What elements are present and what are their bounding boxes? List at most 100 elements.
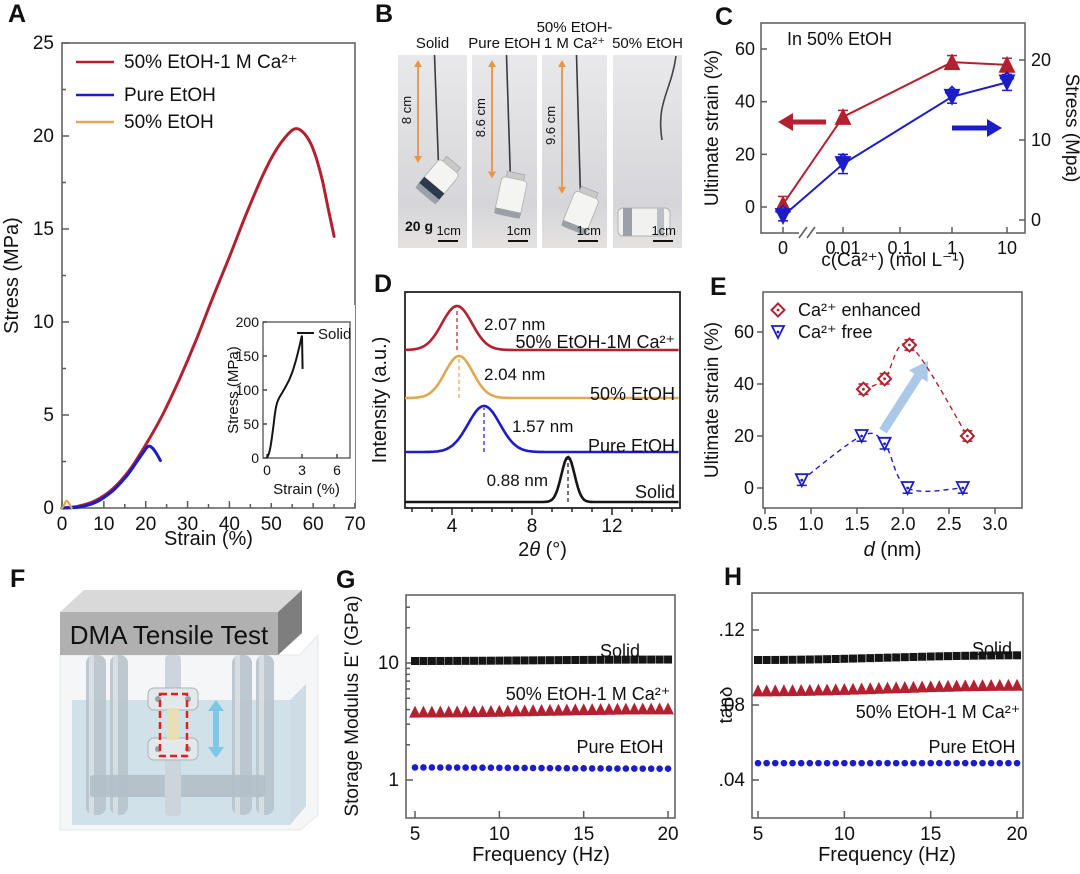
svg-text:0: 0 (778, 238, 788, 258)
svg-text:9.6 cm: 9.6 cm (543, 106, 558, 145)
svg-text:50% EtOH-1 M Ca²⁺: 50% EtOH-1 M Ca²⁺ (124, 52, 298, 73)
svg-text:20: 20 (1031, 50, 1051, 70)
svg-text:5: 5 (753, 824, 764, 845)
svg-text:0: 0 (744, 478, 754, 498)
svg-text:0: 0 (1031, 210, 1041, 230)
panel-d-label: D (374, 270, 393, 298)
svg-text:50% EtOH: 50% EtOH (590, 384, 675, 404)
svg-text:Intensity (a.u.): Intensity (a.u.) (372, 337, 391, 464)
svg-text:1cm: 1cm (506, 223, 531, 238)
svg-text:0.5: 0.5 (752, 514, 777, 534)
svg-text:10: 10 (997, 238, 1017, 258)
svg-text:DMA Tensile Test: DMA Tensile Test (70, 620, 269, 650)
svg-text:50% EtOH-1 M Ca²⁺: 50% EtOH-1 M Ca²⁺ (856, 702, 1021, 722)
svg-text:1.0: 1.0 (798, 514, 823, 534)
svg-text:0.88 nm: 0.88 nm (487, 471, 548, 490)
panel-e: E 0.5 1.0 1.5 2.0 2.5 3.0 0 20 40 60 d (nm) Ultimat… (702, 268, 1080, 560)
panel-a: A 0 10 20 30 40 50 60 70 0 5 10 15 20 25 Strain (%) Str… (0, 0, 372, 560)
svg-text:20: 20 (657, 824, 678, 845)
panel-h-label: H (724, 563, 743, 591)
panel-a-label: A (8, 0, 27, 28)
svg-text:50% EtOH-1 M Ca²⁺: 50% EtOH-1 M Ca²⁺ (506, 684, 671, 704)
svg-text:10: 10 (93, 514, 114, 535)
svg-text:Strain (%): Strain (%) (273, 481, 340, 498)
svg-text:1cm: 1cm (436, 223, 461, 238)
panel-b: B Solid 8 cm 20 g 1cm Pure EtOH 8.6 cm 1cm 50% … (372, 0, 702, 268)
panel-c-ca-concentration-chart: 0 0.01 0.1 1 10 0 20 40 60 0 10 20 In 50% EtOH c(Ca²⁺… (702, 22, 1080, 271)
svg-text:15: 15 (573, 824, 594, 845)
svg-text:10: 10 (33, 312, 54, 333)
svg-text:2.0: 2.0 (890, 514, 915, 534)
panel-h: H 5 10 15 20 0.04 0.08 0.12 Frequency (Hz) tanδ S… (720, 560, 1080, 874)
svg-text:15: 15 (33, 219, 54, 240)
svg-text:50% EtOH: 50% EtOH (612, 35, 683, 52)
svg-text:6: 6 (333, 462, 341, 478)
svg-text:25: 25 (33, 33, 54, 54)
svg-text:200: 200 (236, 314, 260, 330)
svg-text:Frequency (Hz): Frequency (Hz) (472, 844, 610, 866)
svg-text:60: 60 (303, 514, 324, 535)
svg-text:Storage Modulus E' (GPa): Storage Modulus E' (GPa) (342, 595, 363, 816)
svg-text:40: 40 (734, 374, 754, 394)
svg-text:1.57 nm: 1.57 nm (512, 417, 573, 436)
svg-text:1 M Ca²⁺: 1 M Ca²⁺ (544, 35, 605, 52)
svg-text:10: 10 (834, 824, 855, 845)
svg-text:Pure EtOH: Pure EtOH (468, 35, 541, 52)
svg-text:Pure EtOH: Pure EtOH (588, 436, 675, 456)
svg-text:Pure EtOH: Pure EtOH (124, 85, 216, 106)
svg-text:50% EtOH: 50% EtOH (124, 112, 214, 133)
svg-text:0.12: 0.12 (720, 620, 745, 641)
svg-text:1cm: 1cm (651, 223, 676, 238)
svg-text:Frequency (Hz): Frequency (Hz) (818, 844, 956, 866)
svg-text:60: 60 (734, 322, 754, 342)
svg-text:10: 10 (489, 824, 510, 845)
svg-text:0.01: 0.01 (825, 238, 860, 258)
svg-text:0: 0 (57, 514, 68, 535)
svg-text:2θ (°): 2θ (°) (518, 539, 567, 560)
svg-text:0: 0 (263, 462, 271, 478)
svg-text:In 50% EtOH: In 50% EtOH (787, 29, 892, 49)
svg-text:20: 20 (735, 144, 755, 164)
svg-text:2.07 nm: 2.07 nm (484, 315, 545, 334)
svg-text:3.0: 3.0 (982, 514, 1007, 534)
svg-text:5: 5 (43, 405, 54, 426)
svg-text:8: 8 (527, 516, 538, 537)
svg-text:Strain (%): Strain (%) (164, 528, 253, 550)
svg-text:60: 60 (735, 39, 755, 59)
svg-text:20 g: 20 g (405, 218, 433, 234)
svg-text:30: 30 (177, 514, 198, 535)
svg-text:100: 100 (236, 382, 260, 398)
panel-f-dma-schematic: DMA Tensile Test (59, 590, 319, 831)
svg-text:d (nm): d (nm) (864, 539, 922, 560)
svg-text:Pure EtOH: Pure EtOH (928, 737, 1015, 757)
svg-text:0: 0 (745, 197, 755, 217)
svg-text:50% EtOH-1M Ca²⁺: 50% EtOH-1M Ca²⁺ (515, 332, 675, 352)
svg-text:0: 0 (43, 498, 54, 519)
svg-text:1cm: 1cm (576, 223, 601, 238)
svg-text:8 cm: 8 cm (399, 96, 414, 124)
svg-text:20: 20 (1006, 824, 1027, 845)
svg-text:8.6 cm: 8.6 cm (473, 98, 488, 137)
panel-g-label: G (336, 566, 356, 594)
svg-text:50: 50 (261, 514, 282, 535)
panel-d: D 4 8 12 2θ (°) Intensity (a.u.) 0.88 nm Solid… (372, 268, 702, 560)
svg-text:0: 0 (251, 450, 259, 466)
svg-text:5: 5 (410, 824, 421, 845)
svg-text:15: 15 (920, 824, 941, 845)
svg-text:1: 1 (947, 238, 957, 258)
panel-g: G 5 10 15 20 1 10 Frequency (Hz) Storage Modulu… (330, 560, 720, 874)
panel-h-tandelta-chart: 5 10 15 20 0.04 0.08 0.12 Frequency (Hz) tanδ Sol… (720, 592, 1028, 866)
svg-text:tanδ: tanδ (720, 687, 737, 724)
svg-text:Stress (MPa): Stress (MPa) (225, 346, 242, 434)
svg-text:Solid: Solid (635, 482, 675, 502)
panel-b-label: B (375, 0, 394, 28)
svg-text:40: 40 (219, 514, 240, 535)
svg-text:Solid: Solid (600, 641, 640, 661)
svg-text:Pure EtOH: Pure EtOH (576, 737, 663, 757)
svg-text:50: 50 (243, 416, 259, 432)
panel-f: F DMA Tensile Test (0, 560, 330, 874)
svg-text:70: 70 (344, 514, 365, 535)
